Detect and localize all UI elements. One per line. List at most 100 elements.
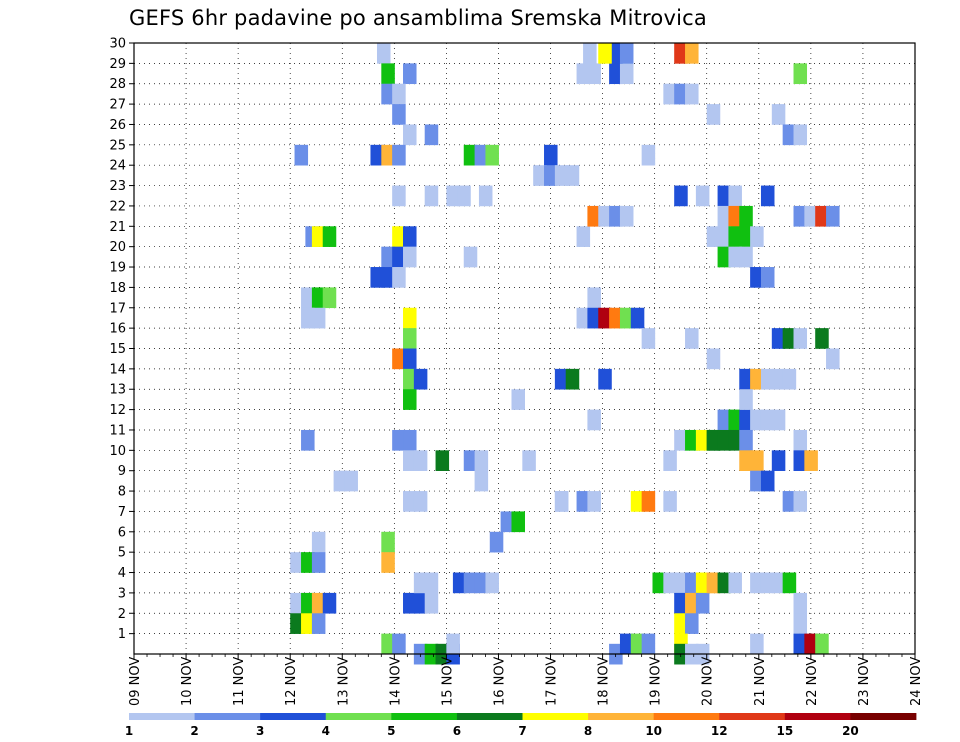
heatmap-cell (685, 429, 699, 451)
heatmap-cell (463, 144, 478, 166)
heatmap-cell (771, 104, 786, 125)
heatmap-cells (290, 43, 840, 665)
heatmap-cell (511, 389, 525, 410)
heatmap-cell (576, 491, 591, 512)
heatmap-cell (782, 572, 797, 594)
x-tick-label: 15 NOV (440, 657, 455, 706)
heatmap-cell (728, 246, 742, 268)
y-tick-label: 20 (109, 240, 126, 255)
y-tick-label: 26 (109, 118, 126, 133)
heatmap-cell (301, 429, 315, 451)
color-scale-swatch (522, 713, 589, 720)
heatmap-cell (728, 226, 742, 247)
heatmap-cell (630, 307, 645, 329)
heatmap-cell (500, 511, 515, 533)
heatmap-cell (815, 328, 829, 349)
heatmap-cell (322, 226, 337, 247)
heatmap-cell (554, 491, 569, 512)
heatmap-cell (728, 185, 742, 207)
heatmap-cell (739, 389, 753, 410)
heatmap-cell (706, 348, 721, 370)
x-tick-label: 16 NOV (492, 657, 507, 706)
heatmap-cell (760, 409, 775, 431)
heatmap-cell (424, 572, 439, 594)
heatmap-cell (413, 592, 428, 614)
heatmap-cell (750, 470, 764, 492)
heatmap-cell (815, 205, 829, 227)
heatmap-cell (435, 450, 450, 471)
x-tick-label: 24 NOV (909, 657, 924, 706)
heatmap-cell (750, 633, 764, 655)
heatmap-cell (403, 368, 417, 390)
heatmap-cell (793, 205, 808, 227)
heatmap-cell (826, 205, 840, 227)
y-tick-label: 28 (109, 77, 126, 92)
color-scale-swatch (194, 713, 261, 720)
heatmap-cell (619, 633, 634, 655)
heatmap-cell (301, 287, 315, 309)
heatmap-cell (403, 246, 417, 268)
heatmap-cell (793, 124, 808, 146)
x-axis-ticks: 09 NOV 10 NOV 11 NOV 12 NOV 13 NOV 14 NOV 15 N… (128, 654, 924, 706)
color-scale-swatch (391, 713, 458, 720)
color-scale-label: 15 (776, 724, 793, 738)
heatmap-cell (663, 572, 677, 594)
heatmap-cell (392, 267, 406, 288)
heatmap-cell (728, 429, 742, 451)
heatmap-cell (301, 613, 315, 634)
heatmap-cell (403, 592, 417, 614)
heatmap-cell (804, 633, 818, 655)
y-tick-label: 16 (109, 322, 126, 337)
heatmap-cell (392, 429, 406, 451)
heatmap-cell (793, 633, 808, 655)
heatmap-cell (474, 450, 489, 471)
heatmap-cell (489, 531, 504, 553)
heatmap-cell (750, 450, 764, 471)
heatmap-cell (630, 633, 645, 655)
heatmap-cell (760, 267, 775, 288)
heatmap-cell (695, 572, 710, 594)
heatmap-cell (685, 572, 699, 594)
color-scale-label: 7 (518, 724, 526, 738)
y-tick-label: 27 (109, 98, 126, 113)
heatmap-cell (403, 450, 417, 471)
heatmap-cell (311, 531, 326, 553)
heatmap-cell (381, 144, 395, 166)
y-tick-label: 15 (109, 342, 126, 357)
heatmap-cell (641, 633, 656, 655)
y-tick-label: 8 (118, 485, 126, 500)
heatmap-cell (544, 144, 558, 166)
heatmap-cell (750, 368, 764, 390)
heatmap-cell (609, 307, 623, 329)
heatmap-cell (403, 63, 417, 85)
heatmap-cell (485, 144, 499, 166)
heatmap-cell (652, 572, 667, 594)
heatmap-cell (381, 552, 395, 573)
heatmap-cell (478, 185, 493, 207)
heatmap-cell (522, 450, 536, 471)
heatmap-cell (760, 470, 775, 492)
heatmap-cell (793, 63, 808, 85)
heatmap-cell (576, 226, 591, 247)
heatmap-cell (619, 307, 634, 329)
heatmap-cell (554, 165, 569, 186)
x-tick-label: 12 NOV (284, 657, 299, 706)
y-tick-label: 17 (109, 301, 126, 316)
x-tick-label: 18 NOV (597, 657, 612, 706)
color-scale-label: 1 (125, 724, 133, 738)
heatmap-cell (706, 429, 721, 451)
heatmap-cell (544, 165, 558, 186)
heatmap-cell (685, 613, 699, 634)
color-scale-label: 6 (453, 724, 461, 738)
heatmap-cell (511, 511, 525, 533)
heatmap-cell (793, 613, 808, 634)
y-tick-label: 1 (118, 627, 126, 642)
heatmap-cell (392, 185, 406, 207)
y-tick-label: 4 (118, 566, 126, 581)
y-tick-label: 25 (109, 138, 126, 153)
y-tick-label: 18 (109, 281, 126, 296)
heatmap-cell (641, 328, 656, 349)
color-scale-swatch (456, 713, 523, 720)
heatmap-cell (576, 307, 591, 329)
